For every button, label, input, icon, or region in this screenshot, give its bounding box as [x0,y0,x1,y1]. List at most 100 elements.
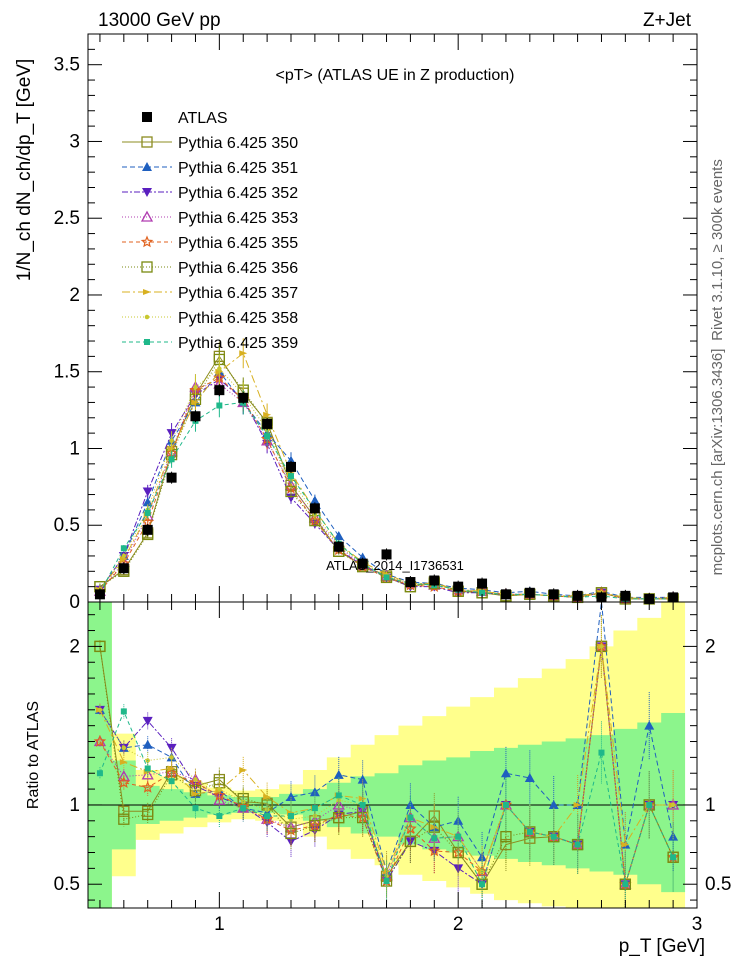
y-tick-label: 1.5 [54,362,80,383]
ratio-point [646,801,653,808]
ratio-point [117,776,131,789]
data-point [144,509,151,516]
atlas-point [262,418,273,429]
ratio-point [335,792,342,799]
ratio-point [670,854,677,861]
ratio-point [430,824,439,831]
ratio-point [193,777,198,782]
legend-label: Pythia 6.425 357 [178,285,298,302]
data-point [193,384,198,390]
data-point [333,530,344,540]
ratio-point [431,835,438,842]
ratio-panel: 0.5 0.5 1 1 2 2 1 2 3 Ratio to ATLAS [25,601,731,935]
data-point [168,456,175,463]
watermark: ATLAS_2014_I1736531 [326,558,464,573]
data-point [119,556,128,563]
atlas-point [286,461,296,472]
ratio-y-tick-label-right: 0.5 [705,874,731,895]
atlas-point [429,575,440,586]
ratio-point [216,813,223,820]
legend-label: Pythia 6.425 350 [178,135,298,152]
ratio-point [502,801,509,808]
y-tick-label: 2 [69,285,80,306]
atlas-point [405,577,416,588]
legend-marker [142,162,152,171]
legend-label: Pythia 6.425 355 [178,235,298,252]
ratio-point [142,808,154,821]
legend-label: ATLAS [178,110,228,127]
ratio-point [141,768,154,780]
ratio-y-tick-label: 1 [69,795,80,816]
ratio-point [453,815,464,825]
main-ylabel: 1/N_ch dN_ch/dp_T [GeV] [14,59,35,282]
legend-marker [141,136,153,148]
ratio-point [142,739,153,749]
ratio-point [169,755,174,760]
atlas-point [333,541,344,552]
ratio-point [141,780,155,793]
ratio-point [455,833,462,840]
main-title: <pT> (ATLAS UE in Z production) [276,67,515,84]
ratio-point [144,765,151,772]
ratio-point [119,759,128,766]
rivet-label: Rivet 3.1.10, ≥ 300k events [709,159,726,341]
ratio-point [217,786,222,792]
ratio-point [548,831,560,843]
ratio-point [96,770,103,777]
legend-label: Pythia 6.425 356 [178,260,298,277]
atlas-point [524,587,535,598]
atlas-point [477,578,488,589]
ratio-frame [87,601,698,909]
ratio-ylabel: Ratio to ATLAS [25,701,42,809]
ratio-point [500,838,512,851]
x-tick-label: 2 [453,914,464,935]
ratio-point [407,814,414,821]
ratio-point [548,799,559,809]
ratio-point [142,716,153,726]
x-tick-label: 3 [692,914,703,935]
atlas-point [166,472,177,483]
ratio-point [357,774,368,784]
legend-marker [142,188,152,197]
y-tick-label: 0.5 [54,515,80,536]
data-point [169,438,174,444]
ratio-point [118,813,130,825]
ratio-point [93,734,107,747]
legend-marker [144,314,150,320]
data-point [288,473,294,480]
ratio-y-tick-label: 0.5 [54,874,80,895]
legend-marker [140,210,154,222]
ratio-point [264,813,271,820]
legend-marker [144,339,150,345]
ratio-point [644,720,655,730]
legend-marker [142,112,152,122]
data-point [239,350,248,357]
atlas-point [238,392,249,403]
atlas-point [381,549,392,560]
data-point [121,553,127,559]
mcplots-label: mcplots.cern.ch [arXiv:1306.3436] [709,349,726,576]
ratio-point [479,881,486,888]
ratio-point [598,749,605,756]
ratio-point [573,801,582,808]
legend-label: Pythia 6.425 359 [178,335,298,352]
legend-label: Pythia 6.425 351 [178,160,298,177]
uncertainty-band-green [88,602,686,908]
ratio-point [500,768,511,778]
atlas-point [309,503,320,514]
ratio-point [667,851,679,863]
ratio-point [120,708,127,715]
ratio-point [97,707,103,713]
energy-label: 13000 GeV pp [98,10,221,31]
data-point [191,399,200,406]
ratio-point [288,813,294,820]
ratio-point [333,769,344,779]
legend-label: Pythia 6.425 358 [178,310,298,327]
ratio-point [383,878,390,885]
atlas-point [214,385,225,396]
data-point [383,574,390,581]
legend: ATLAS Pythia 6.425 350 Pythia 6.425 351 Pyt… [122,110,298,352]
legend-label: Pythia 6.425 352 [178,185,298,202]
data-point [309,495,320,505]
